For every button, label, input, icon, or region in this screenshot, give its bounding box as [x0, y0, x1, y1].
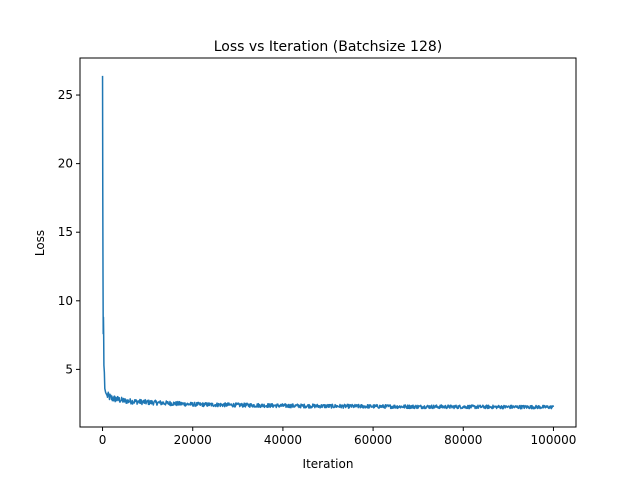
- y-tick-label: 20: [58, 157, 73, 171]
- y-axis: 5 10 15 20 25: [58, 88, 80, 376]
- plot-area: [101, 75, 555, 410]
- y-axis-label: Loss: [33, 230, 47, 256]
- x-tick-label: 60000: [354, 433, 392, 447]
- x-tick-label: 0: [99, 433, 107, 447]
- y-tick-label: 25: [58, 88, 73, 102]
- x-tick-label: 40000: [264, 433, 302, 447]
- x-tick-label: 100000: [531, 433, 577, 447]
- x-tick-label: 80000: [444, 433, 482, 447]
- chart-title: Loss vs Iteration (Batchsize 128): [214, 39, 443, 55]
- x-axis-label: Iteration: [303, 457, 354, 471]
- x-tick-label: 20000: [174, 433, 212, 447]
- x-axis: 0 20000 40000 60000 80000 100000: [99, 427, 577, 447]
- loss-series-line: [101, 75, 555, 410]
- y-tick-label: 5: [65, 362, 73, 376]
- plot-frame: [79, 57, 577, 428]
- y-tick-label: 15: [58, 225, 73, 239]
- y-tick-label: 10: [58, 294, 73, 308]
